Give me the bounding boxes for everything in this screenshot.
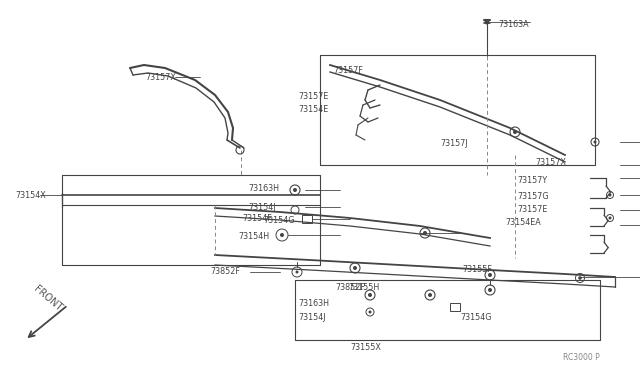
Text: 73154J: 73154J bbox=[248, 202, 275, 212]
Circle shape bbox=[353, 266, 357, 270]
Circle shape bbox=[369, 311, 371, 314]
Text: 73155H: 73155H bbox=[348, 282, 380, 292]
Circle shape bbox=[488, 273, 492, 277]
Text: RC3000 P: RC3000 P bbox=[563, 353, 600, 362]
Circle shape bbox=[593, 141, 596, 144]
Text: 73157X: 73157X bbox=[145, 73, 176, 81]
Circle shape bbox=[368, 293, 372, 297]
Circle shape bbox=[484, 19, 490, 25]
Text: 73154H: 73154H bbox=[238, 231, 269, 241]
Text: 73154J: 73154J bbox=[298, 312, 326, 321]
Text: FRONT: FRONT bbox=[32, 283, 64, 312]
Text: 73157F: 73157F bbox=[333, 65, 363, 74]
Text: 73154F: 73154F bbox=[242, 214, 272, 222]
Text: 73163A: 73163A bbox=[498, 19, 529, 29]
Text: 73157E: 73157E bbox=[517, 205, 547, 214]
Text: 73155F: 73155F bbox=[462, 266, 492, 275]
Text: 73154EA: 73154EA bbox=[505, 218, 541, 227]
Circle shape bbox=[293, 188, 297, 192]
Text: 73157J: 73157J bbox=[440, 138, 468, 148]
Text: 73154G: 73154G bbox=[263, 215, 294, 224]
Text: 73155X: 73155X bbox=[350, 343, 381, 353]
Circle shape bbox=[296, 270, 298, 273]
Text: 73154E: 73154E bbox=[298, 105, 328, 113]
Text: 73163H: 73163H bbox=[298, 298, 329, 308]
Text: 73157X: 73157X bbox=[535, 157, 566, 167]
Circle shape bbox=[423, 231, 427, 235]
Text: 73157Y: 73157Y bbox=[517, 176, 547, 185]
Circle shape bbox=[488, 288, 492, 292]
Circle shape bbox=[513, 130, 517, 134]
Circle shape bbox=[578, 276, 582, 280]
Circle shape bbox=[428, 293, 432, 297]
Text: 73157G: 73157G bbox=[517, 192, 548, 201]
Text: 73154G: 73154G bbox=[460, 312, 492, 321]
Circle shape bbox=[280, 233, 284, 237]
Text: 73852F: 73852F bbox=[210, 267, 240, 276]
Text: 73157E: 73157E bbox=[298, 92, 328, 100]
Text: 73852F: 73852F bbox=[335, 282, 365, 292]
Text: 73163H: 73163H bbox=[248, 183, 279, 192]
Circle shape bbox=[609, 193, 611, 196]
Text: 73154X: 73154X bbox=[15, 190, 45, 199]
Circle shape bbox=[609, 217, 611, 219]
